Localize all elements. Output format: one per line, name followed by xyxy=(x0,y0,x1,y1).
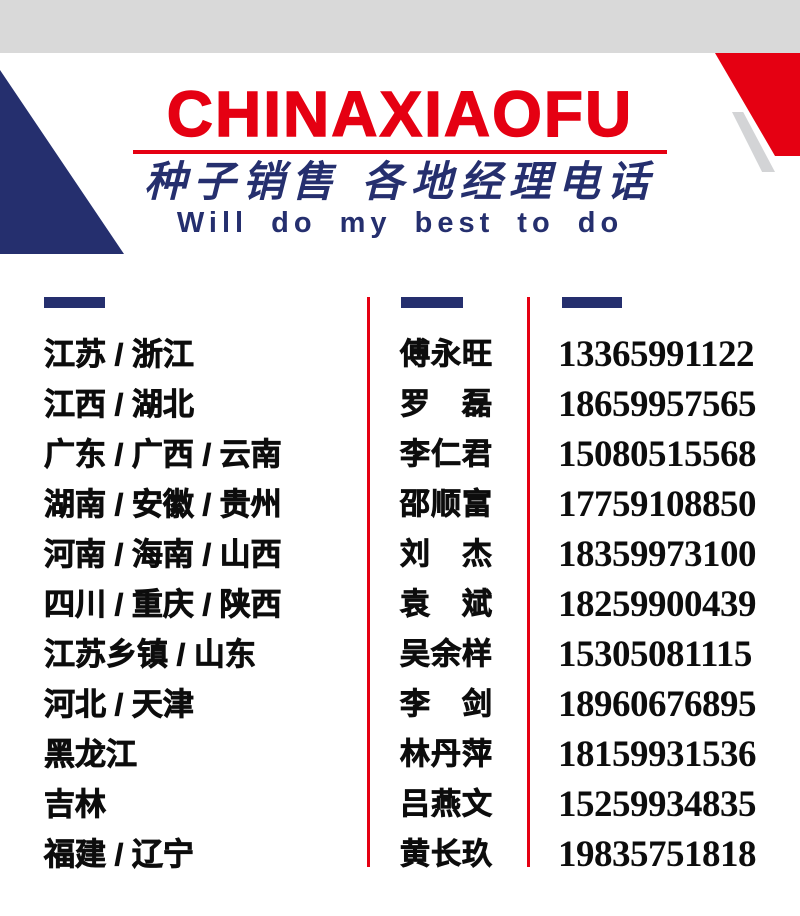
phone-cell: 18960676895 xyxy=(558,684,757,725)
name-cell: 吕燕文 xyxy=(400,788,493,822)
region-cell: 河北 / 天津 xyxy=(44,687,195,723)
name-cell: 李 剑 xyxy=(400,688,493,722)
table-row: 四川 / 重庆 / 陕西 袁 斌 18259900439 xyxy=(0,580,800,630)
name-cell: 傅永旺 xyxy=(400,338,493,372)
region-cell: 河南 / 海南 / 山西 xyxy=(44,537,282,573)
name-cell: 刘 杰 xyxy=(400,538,493,572)
column-marker-names xyxy=(401,297,463,308)
column-marker-regions xyxy=(44,297,105,308)
tagline-chinese: 种子销售 各地经理电话 xyxy=(144,157,656,206)
name-cell: 吴余样 xyxy=(400,638,493,672)
region-cell: 江苏乡镇 / 山东 xyxy=(44,637,257,673)
region-cell: 四川 / 重庆 / 陕西 xyxy=(44,587,282,623)
region-cell: 黑龙江 xyxy=(44,737,138,773)
name-cell: 邵顺富 xyxy=(400,488,493,522)
phone-cell: 19835751818 xyxy=(558,834,757,875)
table-row: 河南 / 海南 / 山西 刘 杰 18359973100 xyxy=(0,530,800,580)
table-row: 广东 / 广西 / 云南 李仁君 15080515568 xyxy=(0,430,800,480)
brand-underline xyxy=(133,150,667,154)
table-row: 河北 / 天津 李 剑 18960676895 xyxy=(0,680,800,730)
table-row: 湖南 / 安徽 / 贵州 邵顺富 17759108850 xyxy=(0,480,800,530)
phone-cell: 18359973100 xyxy=(558,534,757,575)
region-cell: 江苏 / 浙江 xyxy=(44,337,195,373)
region-cell: 吉林 xyxy=(44,787,107,823)
region-cell: 广东 / 广西 / 云南 xyxy=(44,437,282,473)
brand-title: CHINAXIAOFU xyxy=(166,78,634,150)
phone-cell: 15080515568 xyxy=(558,434,757,475)
phone-cell: 15305081115 xyxy=(558,634,752,675)
region-cell: 湖南 / 安徽 / 贵州 xyxy=(44,487,282,523)
region-cell: 福建 / 辽宁 xyxy=(44,837,195,873)
table-row: 江苏乡镇 / 山东 吴余样 15305081115 xyxy=(0,630,800,680)
phone-cell: 18259900439 xyxy=(558,584,757,625)
top-gray-band xyxy=(0,0,800,53)
region-cell: 江西 / 湖北 xyxy=(44,387,195,423)
phone-cell: 18159931536 xyxy=(558,734,757,775)
phone-cell: 13365991122 xyxy=(558,334,754,375)
contact-table: 江苏 / 浙江 傅永旺 13365991122 江西 / 湖北 罗 磊 1865… xyxy=(0,330,800,880)
table-row: 江西 / 湖北 罗 磊 18659957565 xyxy=(0,380,800,430)
column-divider-left xyxy=(367,297,370,867)
phone-cell: 17759108850 xyxy=(558,484,757,525)
name-cell: 罗 磊 xyxy=(400,388,493,422)
phone-cell: 18659957565 xyxy=(558,384,757,425)
name-cell: 林丹萍 xyxy=(400,738,493,772)
phone-cell: 15259934835 xyxy=(558,784,757,825)
table-row: 黑龙江 林丹萍 18159931536 xyxy=(0,730,800,780)
tagline-english: Will do my best to do xyxy=(176,207,624,239)
name-cell: 袁 斌 xyxy=(400,588,493,622)
column-divider-right xyxy=(527,297,530,867)
table-row: 福建 / 辽宁 黄长玖 19835751818 xyxy=(0,830,800,880)
name-cell: 李仁君 xyxy=(400,438,493,472)
column-marker-phones xyxy=(562,297,622,308)
table-row: 吉林 吕燕文 15259934835 xyxy=(0,780,800,830)
table-row: 江苏 / 浙江 傅永旺 13365991122 xyxy=(0,330,800,380)
name-cell: 黄长玖 xyxy=(400,838,493,872)
